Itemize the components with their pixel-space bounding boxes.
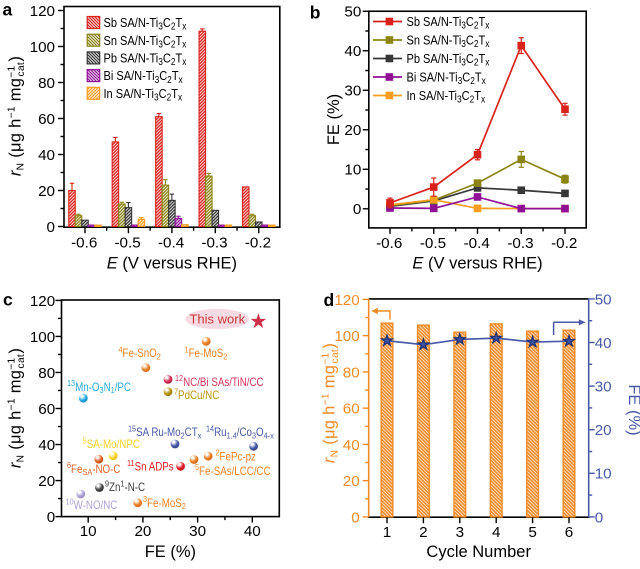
svg-text:Pb SA/N-Ti3C2Tx: Pb SA/N-Ti3C2Tx	[407, 51, 490, 68]
svg-text:Cycle Number: Cycle Number	[426, 543, 531, 561]
svg-text:-0.2: -0.2	[551, 235, 577, 252]
svg-text:30: 30	[189, 523, 206, 540]
svg-text:-0.4: -0.4	[464, 235, 490, 252]
svg-text:9Zn1-N-C: 9Zn1-N-C	[105, 479, 145, 494]
svg-text:rN (μg h−1 mg−1cat): rN (μg h−1 mg−1cat)	[7, 56, 27, 176]
svg-text:11Sn ADPs: 11Sn ADPs	[127, 458, 174, 473]
svg-text:Sb SA/N-Ti3C2Tx: Sb SA/N-Ti3C2Tx	[407, 14, 490, 31]
svg-text:a: a	[3, 0, 13, 19]
svg-text:4: 4	[492, 524, 500, 541]
svg-text:20: 20	[343, 473, 360, 490]
svg-text:20: 20	[595, 422, 612, 439]
svg-text:In SA/N-Ti3C2Tx: In SA/N-Ti3C2Tx	[407, 88, 486, 105]
svg-text:120: 120	[30, 293, 55, 310]
svg-text:0: 0	[353, 201, 361, 218]
svg-text:30: 30	[344, 83, 361, 100]
svg-text:6: 6	[565, 524, 573, 541]
svg-text:c: c	[3, 289, 13, 309]
svg-text:80: 80	[38, 365, 55, 382]
svg-text:5SA-Mo/NPC: 5SA-Mo/NPC	[83, 436, 140, 451]
svg-text:120: 120	[334, 292, 359, 309]
svg-text:0: 0	[351, 509, 359, 526]
svg-text:80: 80	[38, 75, 55, 92]
svg-text:7PdCu/NC: 7PdCu/NC	[174, 387, 220, 402]
svg-text:This work: This work	[189, 312, 245, 327]
svg-text:3Fe-MoS2: 3Fe-MoS2	[143, 495, 186, 512]
svg-text:Sb SA/N-Ti3C2Tx: Sb SA/N-Ti3C2Tx	[103, 15, 186, 32]
svg-text:-0.3: -0.3	[201, 235, 227, 252]
svg-text:12NC/Bi SAs/TiN/CC: 12NC/Bi SAs/TiN/CC	[175, 374, 264, 389]
svg-text:0: 0	[595, 509, 603, 526]
svg-text:40: 40	[244, 523, 261, 540]
svg-text:10: 10	[595, 466, 612, 483]
svg-text:20: 20	[38, 183, 55, 200]
svg-text:-0.2: -0.2	[245, 235, 271, 252]
svg-text:40: 40	[343, 437, 360, 454]
svg-text:Sn SA/N-Ti3C2Tx: Sn SA/N-Ti3C2Tx	[407, 33, 490, 50]
svg-text:b: b	[310, 2, 321, 22]
svg-text:-0.6: -0.6	[71, 235, 97, 252]
svg-text:10W-NO/NC: 10W-NO/NC	[66, 497, 118, 512]
svg-text:-0.5: -0.5	[420, 235, 446, 252]
svg-text:-0.3: -0.3	[507, 235, 533, 252]
svg-text:20: 20	[344, 122, 361, 139]
svg-text:40: 40	[344, 43, 361, 60]
svg-text:5: 5	[528, 524, 536, 541]
svg-text:E (V versus RHE): E (V versus RHE)	[107, 255, 237, 273]
svg-text:Sn SA/N-Ti3C2Tx: Sn SA/N-Ti3C2Tx	[103, 33, 186, 50]
svg-text:-0.6: -0.6	[376, 235, 402, 252]
svg-text:4Fe-SnO2: 4Fe-SnO2	[118, 345, 161, 362]
svg-text:30: 30	[595, 379, 612, 396]
svg-text:120: 120	[30, 3, 55, 20]
svg-text:15SA Ru-Mo2CTx: 15SA Ru-Mo2CTx	[128, 424, 201, 441]
svg-text:2: 2	[419, 524, 427, 541]
svg-text:50: 50	[595, 291, 612, 308]
svg-text:6FeSA-NO-C: 6FeSA-NO-C	[67, 461, 121, 478]
svg-text:Bi SA/N-Ti3C2Tx: Bi SA/N-Ti3C2Tx	[103, 68, 183, 85]
svg-text:80: 80	[343, 364, 360, 381]
svg-text:3: 3	[456, 524, 464, 541]
svg-text:1Fe-MoS2: 1Fe-MoS2	[185, 345, 228, 362]
svg-text:2FePc-pz: 2FePc-pz	[216, 448, 256, 463]
svg-text:10: 10	[80, 523, 97, 540]
svg-text:40: 40	[38, 147, 55, 164]
svg-text:20: 20	[134, 523, 151, 540]
svg-text:0: 0	[47, 509, 55, 526]
svg-text:40: 40	[38, 437, 55, 454]
svg-text:d: d	[324, 290, 335, 310]
svg-text:rN (μg h−1 mg−1cat): rN (μg h−1 mg−1cat)	[7, 348, 27, 468]
svg-text:Pb SA/N-Ti3C2Tx: Pb SA/N-Ti3C2Tx	[103, 51, 186, 68]
svg-text:5Fe-SAs/LCC/CC: 5Fe-SAs/LCC/CC	[195, 463, 271, 478]
svg-text:60: 60	[343, 401, 360, 418]
svg-text:20: 20	[38, 473, 55, 490]
svg-text:40: 40	[595, 335, 612, 352]
svg-text:-0.5: -0.5	[115, 235, 141, 252]
svg-text:FE (%): FE (%)	[625, 384, 640, 435]
svg-text:-0.4: -0.4	[158, 235, 184, 252]
svg-text:100: 100	[30, 329, 55, 346]
svg-text:FE (%): FE (%)	[145, 543, 196, 561]
svg-text:14Ru1.4/Co3O4-x: 14Ru1.4/Co3O4-x	[206, 424, 274, 441]
svg-text:0: 0	[47, 219, 55, 236]
svg-text:100: 100	[334, 328, 359, 345]
svg-text:13Mn-O3N1/PC: 13Mn-O3N1/PC	[67, 379, 131, 396]
svg-text:10: 10	[344, 162, 361, 179]
svg-text:1: 1	[383, 524, 391, 541]
svg-text:E (V versus RHE): E (V versus RHE)	[412, 255, 542, 273]
svg-text:In SA/N-Ti3C2Tx: In SA/N-Ti3C2Tx	[103, 86, 182, 103]
svg-text:rN (μg h−1 mg−1cat): rN (μg h−1 mg−1cat)	[321, 343, 341, 463]
svg-text:60: 60	[38, 401, 55, 418]
svg-text:100: 100	[30, 39, 55, 56]
svg-text:50: 50	[344, 4, 361, 21]
svg-text:FE (%): FE (%)	[325, 94, 343, 145]
svg-text:Bi SA/N-Ti3C2Tx: Bi SA/N-Ti3C2Tx	[407, 70, 487, 87]
svg-text:60: 60	[38, 111, 55, 128]
